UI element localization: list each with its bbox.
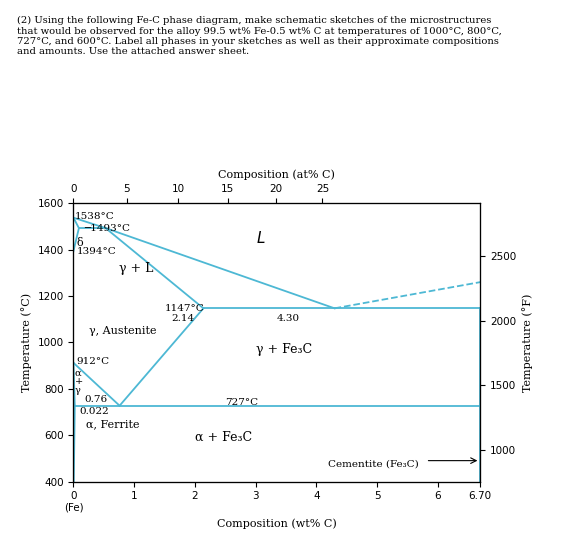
Text: 912°C: 912°C [76, 357, 109, 366]
Text: 4.30: 4.30 [277, 314, 300, 323]
X-axis label: Composition (wt% C): Composition (wt% C) [217, 518, 337, 529]
Text: α, Ferrite: α, Ferrite [85, 419, 139, 429]
Text: ─1493°C: ─1493°C [84, 224, 131, 233]
Text: 727°C: 727°C [225, 398, 258, 407]
X-axis label: Composition (at% C): Composition (at% C) [219, 170, 335, 180]
Text: $L$: $L$ [255, 230, 265, 246]
Text: (2) Using the following Fe-C phase diagram, make schematic sketches of the micro: (2) Using the following Fe-C phase diagr… [17, 16, 502, 56]
Text: 0.76: 0.76 [84, 395, 107, 404]
Text: 1538°C: 1538°C [75, 211, 115, 220]
Text: γ, Austenite: γ, Austenite [89, 326, 156, 336]
Text: 2.14: 2.14 [172, 314, 195, 323]
Text: 1394°C: 1394°C [77, 247, 117, 256]
Text: γ + Fe₃C: γ + Fe₃C [255, 343, 312, 356]
Text: α + Fe₃C: α + Fe₃C [195, 431, 252, 444]
Text: 0.022: 0.022 [80, 408, 109, 416]
Text: γ + L: γ + L [119, 262, 153, 274]
Text: Cementite (Fe₃C): Cementite (Fe₃C) [328, 460, 419, 469]
Text: δ: δ [76, 238, 83, 248]
Text: 1147°C: 1147°C [164, 304, 205, 313]
Text: α
+
γ: α + γ [75, 369, 83, 395]
Y-axis label: Temperature (°F): Temperature (°F) [522, 293, 533, 392]
Y-axis label: Temperature (°C): Temperature (°C) [21, 293, 32, 392]
